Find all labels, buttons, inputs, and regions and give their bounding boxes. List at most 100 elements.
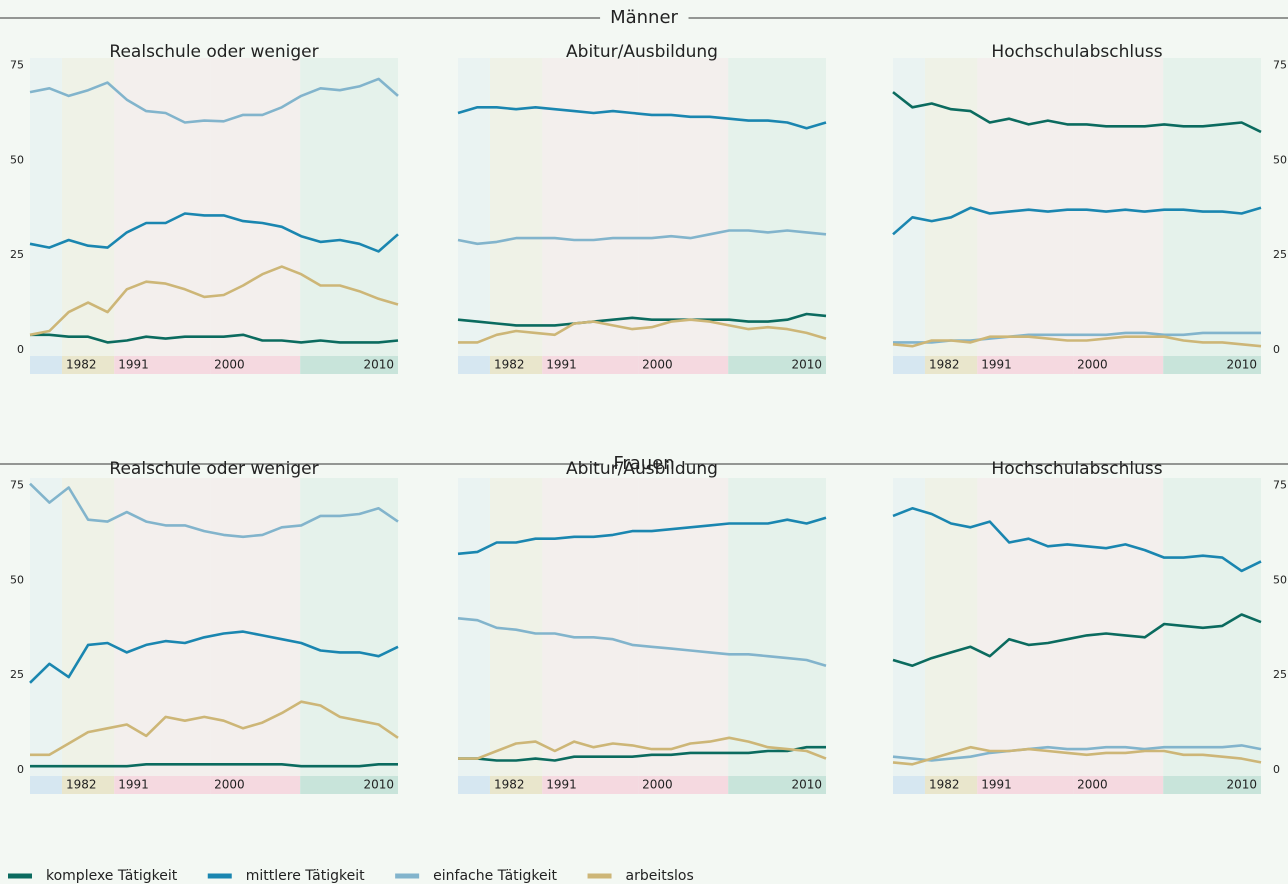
period-label: 2000 — [214, 778, 245, 792]
y-tick-label: 25 — [10, 668, 24, 681]
legend-label: arbeitslos — [626, 868, 694, 884]
period-strip — [1073, 776, 1164, 794]
series-line — [892, 335, 1262, 348]
period-band — [61, 58, 115, 356]
group-title: Frauen — [613, 453, 674, 474]
period-strip — [977, 356, 1074, 374]
series-line — [29, 77, 399, 124]
period-strip — [210, 776, 301, 794]
period-band — [300, 478, 398, 776]
series-line — [457, 312, 827, 327]
period-band — [542, 478, 639, 776]
legend-label: komplexe Tätigkeit — [46, 868, 178, 884]
period-label: 1991 — [118, 358, 149, 372]
series-line — [892, 507, 1262, 573]
period-label: 1982 — [494, 358, 525, 372]
y-tick-label: 0 — [17, 343, 24, 356]
period-band — [210, 478, 301, 776]
period-band — [1073, 478, 1164, 776]
period-label: 1982 — [66, 358, 97, 372]
period-label: 2010 — [363, 778, 394, 792]
period-strip — [924, 356, 978, 374]
period-label: 1982 — [929, 358, 960, 372]
period-band — [638, 58, 729, 356]
period-band — [728, 58, 826, 356]
period-band — [728, 478, 826, 776]
period-band — [542, 58, 639, 356]
period-band — [114, 478, 211, 776]
period-band — [458, 58, 490, 356]
period-band — [977, 478, 1074, 776]
series-line — [892, 206, 1262, 236]
series-line — [457, 516, 827, 556]
series-line — [892, 744, 1262, 762]
period-band — [1163, 58, 1261, 356]
period-band — [638, 478, 729, 776]
series-line — [457, 106, 827, 130]
period-strip — [489, 776, 543, 794]
period-strip — [30, 776, 62, 794]
y-tick-label: 75 — [10, 59, 24, 72]
period-strip — [728, 776, 826, 794]
period-strip — [114, 776, 211, 794]
panel-title: Hochschulabschluss — [991, 459, 1162, 479]
y-tick-label: 50 — [10, 573, 24, 586]
series-line — [29, 212, 399, 253]
period-label: 2010 — [363, 358, 394, 372]
period-strip — [542, 776, 639, 794]
period-strip — [458, 356, 490, 374]
period-band — [114, 58, 211, 356]
period-label: 1982 — [929, 778, 960, 792]
period-strip — [1163, 356, 1261, 374]
period-strip — [30, 356, 62, 374]
panel-title: Abitur/Ausbildung — [566, 459, 718, 479]
period-band — [210, 58, 301, 356]
period-strip — [300, 776, 398, 794]
series-line — [458, 318, 827, 344]
series-line — [29, 482, 399, 539]
y-tick-label: 25 — [10, 248, 24, 261]
period-band — [893, 58, 925, 356]
period-band — [977, 58, 1074, 356]
y-tick-label: 0 — [17, 763, 24, 776]
period-band — [893, 478, 925, 776]
period-label: 2010 — [1226, 778, 1257, 792]
panel-title: Abitur/Ausbildung — [566, 42, 718, 62]
period-strip — [542, 356, 639, 374]
series-line — [457, 229, 827, 246]
y-tick-label: 0 — [1273, 763, 1280, 776]
period-strip — [638, 356, 729, 374]
y-tick-label: 50 — [1273, 573, 1287, 586]
y-tick-label: 50 — [10, 153, 24, 166]
group-title-bg — [600, 7, 689, 28]
period-label: 1991 — [981, 358, 1012, 372]
y-tick-label: 75 — [1273, 59, 1287, 72]
period-band — [300, 58, 398, 356]
period-band — [489, 58, 543, 356]
series-line — [30, 700, 399, 757]
period-label: 2010 — [791, 778, 822, 792]
period-band — [30, 58, 62, 356]
period-label: 1991 — [546, 358, 577, 372]
period-strip — [114, 356, 211, 374]
series-line — [892, 613, 1262, 667]
period-strip — [924, 776, 978, 794]
legend-label: mittlere Tätigkeit — [246, 868, 365, 884]
period-label: 2010 — [1226, 358, 1257, 372]
period-strip — [893, 356, 925, 374]
period-strip — [728, 356, 826, 374]
panel-title: Realschule oder weniger — [109, 42, 318, 62]
y-tick-label: 50 — [1273, 153, 1287, 166]
period-band — [30, 478, 62, 776]
series-line — [29, 630, 399, 684]
period-label: 2010 — [791, 358, 822, 372]
legend-label: einfache Tätigkeit — [433, 868, 557, 884]
period-strip — [977, 776, 1074, 794]
period-band — [61, 478, 115, 776]
group-title: Männer — [610, 7, 678, 28]
series-line — [30, 763, 398, 768]
period-strip — [210, 356, 301, 374]
y-tick-label: 25 — [1273, 248, 1287, 261]
period-strip — [638, 776, 729, 794]
period-label: 1991 — [981, 778, 1012, 792]
